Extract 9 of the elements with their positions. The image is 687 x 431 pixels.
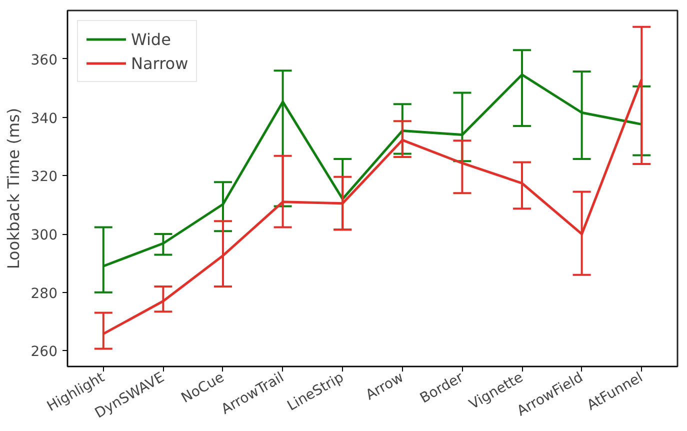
y-tick-label: 340 [30,110,58,127]
y-tick-label: 360 [30,52,58,68]
legend-label: Wide [131,30,171,48]
y-tick-label: 320 [30,169,58,186]
y-tick-label: 260 [30,344,58,360]
y-tick-label: 280 [30,286,58,302]
y-tick-label: 300 [30,228,58,244]
legend-label: Narrow [131,54,188,72]
y-axis-title: Lookback Time (ms) [4,108,23,270]
